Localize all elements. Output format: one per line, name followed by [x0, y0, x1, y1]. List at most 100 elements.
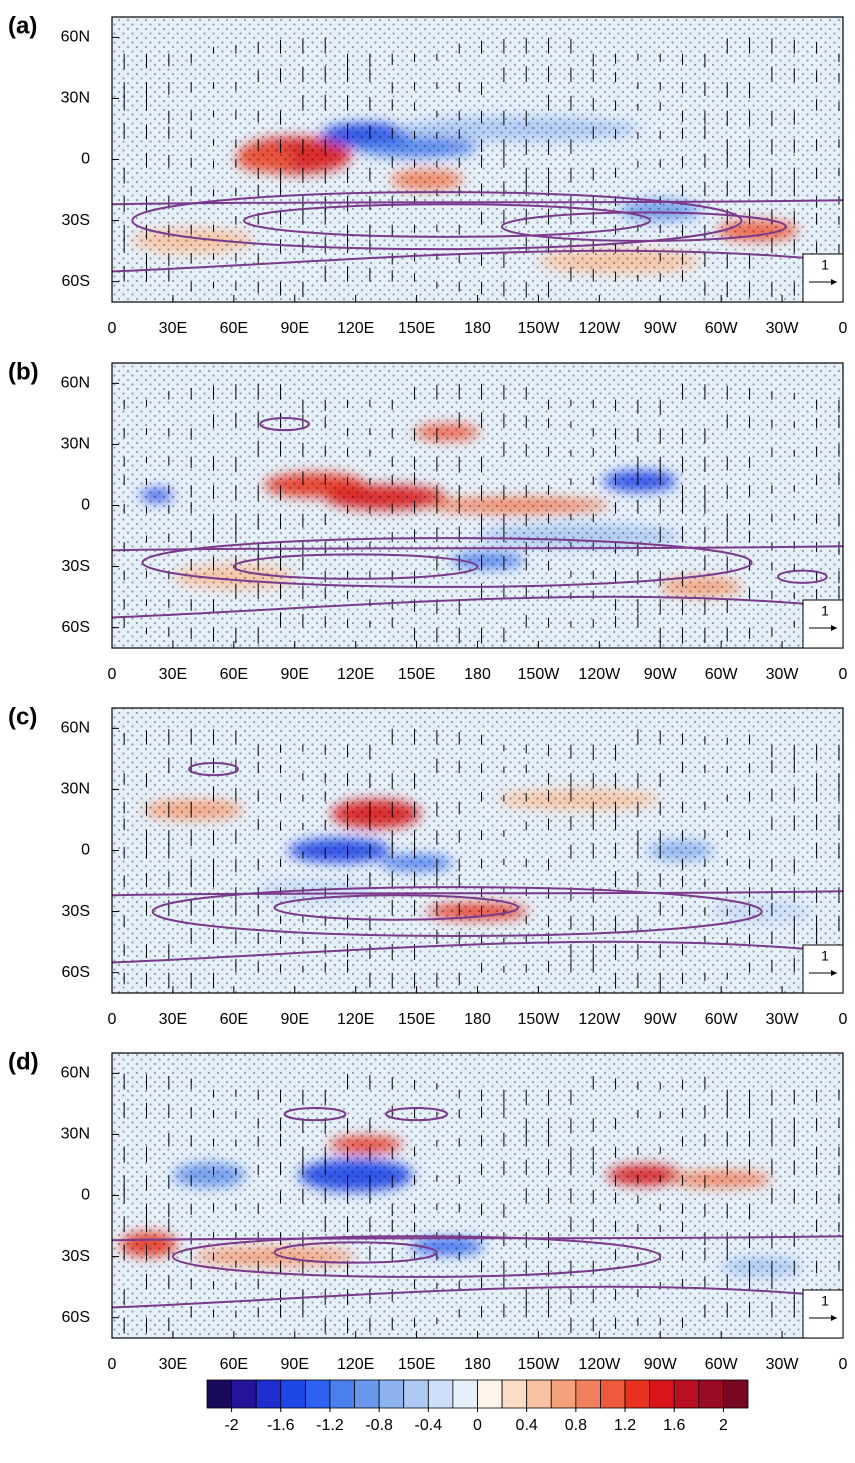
y-tick-label: 60S: [62, 964, 90, 981]
colorbar-box: [575, 1379, 601, 1409]
y-tick-label: 0: [81, 842, 90, 859]
colorbar-box: [427, 1379, 454, 1409]
y-tick-label: 30N: [61, 1126, 90, 1143]
x-tick-label: 60E: [220, 1356, 248, 1373]
x-tick-label: 0: [108, 666, 117, 683]
x-tick-label: 30W: [766, 666, 800, 683]
contour: [151, 886, 763, 937]
x-tick-label: 150W: [518, 1011, 561, 1028]
colorbar-box: [206, 1379, 232, 1409]
colorbar-tick-label: 1.6: [663, 1417, 685, 1434]
x-tick-label: 120W: [578, 1356, 621, 1373]
colorbar-box: [723, 1379, 749, 1409]
y-tick-label: 0: [81, 151, 90, 168]
x-tick-label: 60E: [220, 320, 248, 337]
stippling: [112, 1053, 843, 1338]
contour: [777, 569, 828, 584]
y-tick-label: 0: [81, 1187, 90, 1204]
y-tick-label: 60N: [61, 375, 90, 392]
map-panel: 1 (d) 0 30E 60E 90E 120E 150E 180 150W 120W 90W 60W 3…: [8, 1048, 848, 1373]
colorbar-box: [255, 1379, 282, 1409]
reference-arrowhead: [831, 970, 837, 976]
reference-label: 1: [821, 1293, 829, 1309]
x-tick-label: 90W: [644, 1356, 678, 1373]
x-tick-label: 90E: [281, 1011, 309, 1028]
map-panel: 1 (c) 0 30E 60E 90E 120E 150E 180 150W 120W 90W 60W 3…: [8, 703, 848, 1028]
x-tick-label: 150E: [398, 666, 435, 683]
y-tick-label: 30N: [61, 90, 90, 107]
colorbar-box: [526, 1379, 552, 1409]
x-tick-label: 180: [464, 1356, 491, 1373]
stippling: [112, 708, 843, 993]
x-tick-label: 30E: [159, 320, 187, 337]
y-tick-label: 30N: [61, 781, 90, 798]
y-tick-label: 60S: [62, 273, 90, 290]
colorbar-box: [280, 1379, 306, 1409]
colorbar-box: [304, 1379, 331, 1409]
colorbar-box: [354, 1379, 380, 1409]
y-tick-label: 30S: [62, 558, 90, 575]
x-tick-label: 90W: [644, 320, 678, 337]
reference-arrowhead: [831, 279, 837, 285]
contour: [112, 1285, 843, 1309]
contour: [171, 1235, 662, 1278]
colorbar-tick-label: 1.2: [614, 1417, 636, 1434]
contour: [273, 894, 520, 921]
panel-label: (b): [8, 358, 39, 385]
x-tick-label: 30W: [766, 1356, 800, 1373]
x-tick-label: 60W: [705, 666, 739, 683]
colorbar-tick-label: 2: [719, 1417, 728, 1434]
map-field: [112, 17, 843, 302]
y-tick-label: 30S: [62, 1248, 90, 1265]
x-tick-label: 30W: [766, 320, 800, 337]
colorbar-tick-label: 0.8: [565, 1417, 587, 1434]
contour: [112, 545, 843, 552]
x-tick-label: 90E: [281, 1356, 309, 1373]
y-tick-label: 30S: [62, 903, 90, 920]
colorbar-box: [231, 1379, 257, 1409]
contour: [232, 553, 479, 580]
map-field: [112, 708, 843, 993]
reference-arrowhead: [831, 1315, 837, 1321]
map-panel: 1 (b) 0 30E 60E 90E 120E 150E 180 150W 120W 90W 60W 3…: [8, 358, 848, 683]
contour: [259, 416, 310, 432]
y-tick-label: 60S: [62, 619, 90, 636]
reference-box: [802, 1289, 844, 1339]
x-tick-label: 120E: [337, 666, 374, 683]
panel-label: (d): [8, 1048, 39, 1075]
reference-label: 1: [821, 257, 829, 273]
x-tick-label: 30W: [766, 1011, 800, 1028]
x-tick-label: 0: [839, 666, 848, 683]
map-field: [112, 1053, 843, 1338]
y-tick-label: 30N: [61, 436, 90, 453]
x-tick-label: 60E: [220, 1011, 248, 1028]
colorbar-box: [624, 1379, 651, 1409]
colorbar-box: [600, 1379, 626, 1409]
x-tick-label: 120W: [578, 320, 621, 337]
x-tick-label: 60W: [705, 1011, 739, 1028]
panel-label: (a): [8, 12, 37, 39]
x-tick-label: 0: [839, 1356, 848, 1373]
contour: [112, 595, 843, 619]
x-tick-label: 150W: [518, 1356, 561, 1373]
x-tick-label: 0: [839, 1011, 848, 1028]
colorbar-tick-label: -0.8: [365, 1417, 393, 1434]
x-tick-label: 90E: [281, 666, 309, 683]
colorbar-tick-label: -1.2: [316, 1417, 344, 1434]
x-tick-label: 150E: [398, 1356, 435, 1373]
x-tick-label: 120W: [578, 666, 621, 683]
colorbar-tick-label: 0: [473, 1417, 482, 1434]
x-tick-label: 150W: [518, 320, 561, 337]
reference-label: 1: [821, 948, 829, 964]
x-tick-label: 60W: [705, 1356, 739, 1373]
contour: [188, 761, 239, 777]
x-tick-label: 180: [464, 320, 491, 337]
x-tick-label: 30E: [159, 1011, 187, 1028]
contour: [112, 890, 843, 897]
y-tick-label: 60S: [62, 1309, 90, 1326]
colorbar-box: [378, 1379, 405, 1409]
colorbar-tick-label: -0.4: [415, 1417, 443, 1434]
reference-box: [802, 599, 844, 649]
x-tick-label: 60W: [705, 320, 739, 337]
